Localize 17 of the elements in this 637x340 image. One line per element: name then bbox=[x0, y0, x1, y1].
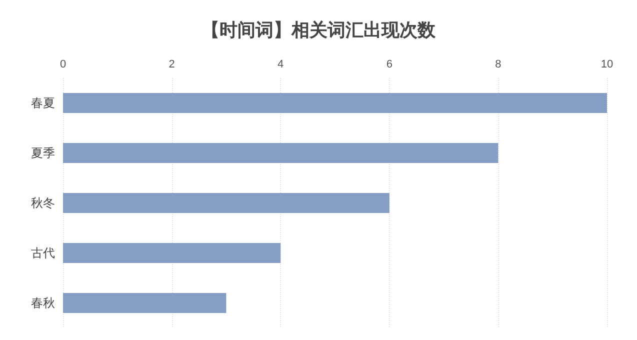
x-tick-label: 2 bbox=[168, 58, 175, 70]
y-tick-label: 春秋 bbox=[31, 296, 55, 310]
x-tick-label: 8 bbox=[495, 58, 502, 70]
x-tick-label: 10 bbox=[600, 58, 614, 70]
x-tick-label: 4 bbox=[278, 58, 284, 70]
y-tick-label: 春夏 bbox=[31, 96, 55, 110]
bar bbox=[63, 93, 607, 113]
x-tick-label: 6 bbox=[386, 58, 392, 70]
y-tick-label: 夏季 bbox=[31, 146, 55, 160]
bar bbox=[63, 243, 281, 263]
y-tick-label: 古代 bbox=[31, 246, 55, 260]
bar bbox=[63, 293, 226, 313]
y-tick-label: 秋冬 bbox=[31, 196, 55, 210]
bar bbox=[63, 193, 390, 213]
bar bbox=[63, 143, 498, 163]
chart-title: 【时间词】相关词汇出现次数 bbox=[202, 20, 436, 40]
x-tick-label: 0 bbox=[60, 58, 66, 70]
